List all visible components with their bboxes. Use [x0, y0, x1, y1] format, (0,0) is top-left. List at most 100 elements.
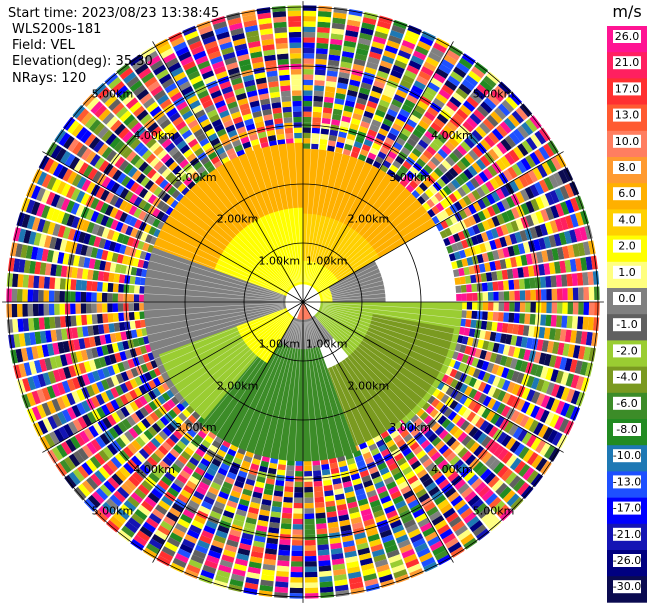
noise-cell — [76, 144, 88, 158]
noise-cell — [124, 190, 134, 202]
noise-cell — [90, 210, 100, 223]
noise-cell — [324, 490, 334, 497]
noise-cell — [434, 474, 447, 486]
noise-cell — [140, 363, 149, 373]
noise-cell — [409, 414, 419, 424]
noise-cell — [303, 116, 312, 123]
noise-cell — [472, 524, 487, 537]
noise-cell — [372, 35, 387, 45]
noise-cell — [526, 389, 536, 402]
noise-cell — [190, 424, 200, 434]
noise-cell — [264, 119, 274, 127]
noise-cell — [134, 285, 140, 294]
noise-cell — [118, 283, 125, 293]
noise-cell — [292, 524, 303, 530]
noise-cell — [35, 187, 46, 202]
ray-gap — [320, 310, 446, 375]
noise-cell — [275, 128, 285, 135]
noise-cell — [303, 15, 316, 22]
noise-cell — [208, 85, 220, 95]
noise-cell — [22, 289, 28, 302]
noise-cell — [508, 149, 520, 163]
noise-cell — [430, 195, 440, 205]
noise-cell — [468, 388, 478, 399]
noise-cell — [408, 528, 421, 539]
noise-cell — [505, 196, 516, 208]
azimuth-spoke — [302, 41, 454, 303]
noise-cell — [550, 205, 560, 219]
noise-cell — [389, 164, 399, 174]
noise-cell — [445, 386, 455, 397]
noise-cell — [412, 508, 425, 519]
noise-cell — [55, 462, 68, 477]
noise-cell — [118, 274, 126, 284]
noise-cell — [492, 281, 499, 291]
noise-cell — [152, 64, 167, 76]
noise-cell — [145, 415, 155, 426]
noise-cell — [557, 169, 569, 184]
ray-gap — [306, 321, 337, 458]
noise-cell — [293, 116, 302, 123]
noise-cell — [120, 223, 129, 234]
noise-cell — [397, 425, 407, 434]
noise-cell — [528, 419, 539, 433]
noise-cell — [115, 185, 125, 197]
noise-cell — [77, 483, 91, 497]
noise-cell — [166, 536, 181, 548]
range-label: 4.00km — [133, 463, 175, 476]
noise-cell — [195, 448, 206, 458]
noise-cell — [491, 400, 502, 412]
noise-cell — [364, 484, 376, 493]
noise-cell — [487, 475, 500, 488]
noise-cell — [81, 444, 94, 458]
noise-cell — [129, 320, 136, 330]
noise-cell — [484, 262, 491, 272]
noise-cell — [37, 373, 47, 388]
noise-cell — [109, 136, 121, 149]
noise-cell — [441, 84, 455, 96]
noise-cell — [192, 549, 207, 560]
noise-cell — [444, 206, 454, 217]
noise-cell — [219, 41, 233, 51]
noise-cell — [171, 502, 184, 513]
noise-cell — [135, 409, 145, 421]
noise-cell — [113, 242, 122, 253]
noise-cell — [317, 544, 330, 551]
noise-cell — [446, 49, 460, 62]
noise-cell — [377, 568, 392, 578]
noise-cell — [162, 426, 173, 437]
noise-cell — [570, 390, 581, 405]
noise-cell — [113, 322, 121, 332]
noise-cell — [197, 462, 208, 472]
noise-cell — [38, 303, 44, 316]
noise-cell — [411, 147, 422, 158]
noise-cell — [262, 44, 275, 51]
noise-cell — [41, 248, 49, 262]
noise-cell — [368, 51, 382, 60]
noise-cell — [487, 398, 497, 410]
noise-cell — [316, 528, 328, 535]
noise-cell — [508, 279, 515, 290]
noise-cell — [144, 371, 153, 382]
noise-cell — [152, 218, 161, 228]
noise-cell — [72, 418, 83, 432]
noise-cell — [135, 267, 143, 277]
noise-cell — [235, 92, 247, 101]
noise-cell — [212, 477, 224, 486]
noise-cell — [592, 317, 600, 331]
noise-cell — [232, 568, 246, 577]
noise-cell — [275, 37, 288, 44]
noise-cell — [543, 263, 551, 275]
azimuth-spoke — [152, 41, 304, 303]
ray-gap — [169, 312, 287, 389]
noise-cell — [462, 100, 476, 112]
noise-cell — [51, 178, 62, 193]
noise-cell — [136, 88, 150, 101]
noise-cell — [303, 47, 315, 54]
noise-cell — [437, 499, 450, 510]
noise-cell — [328, 54, 341, 62]
noise-cell — [128, 216, 138, 227]
noise-cell — [132, 258, 140, 267]
noise-cell — [319, 570, 332, 577]
noise-cell — [80, 244, 88, 256]
